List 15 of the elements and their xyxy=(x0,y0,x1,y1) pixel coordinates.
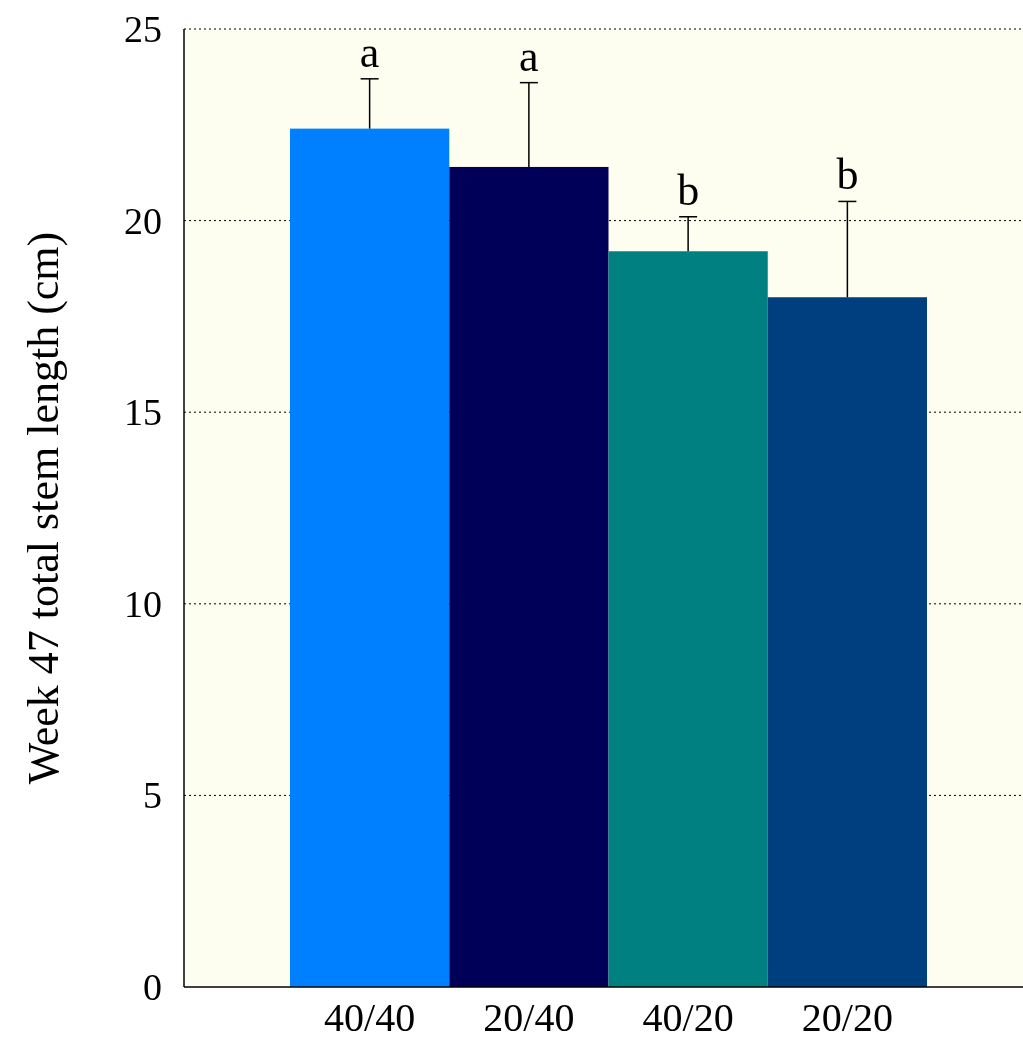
x-tick-label: 40/20 xyxy=(642,995,734,1040)
annotation: b xyxy=(836,150,859,200)
y-tick-label: 10 xyxy=(124,582,162,625)
y-axis-title: Week 47 total stem length (cm) xyxy=(19,231,68,785)
y-tick-label: 5 xyxy=(143,774,162,817)
annotation: a xyxy=(359,27,380,77)
y-tick-label: 25 xyxy=(124,8,162,50)
y-tick-label: 0 xyxy=(143,966,162,1008)
annotation: a xyxy=(519,31,539,81)
x-tick-label: 20/40 xyxy=(483,995,575,1040)
y-tick-label: 15 xyxy=(124,391,162,434)
y-tick-label: 20 xyxy=(124,199,162,242)
x-tick-label: 20/20 xyxy=(801,995,893,1040)
x-tick-label: 40/40 xyxy=(324,995,416,1040)
annotation: b xyxy=(677,165,700,215)
